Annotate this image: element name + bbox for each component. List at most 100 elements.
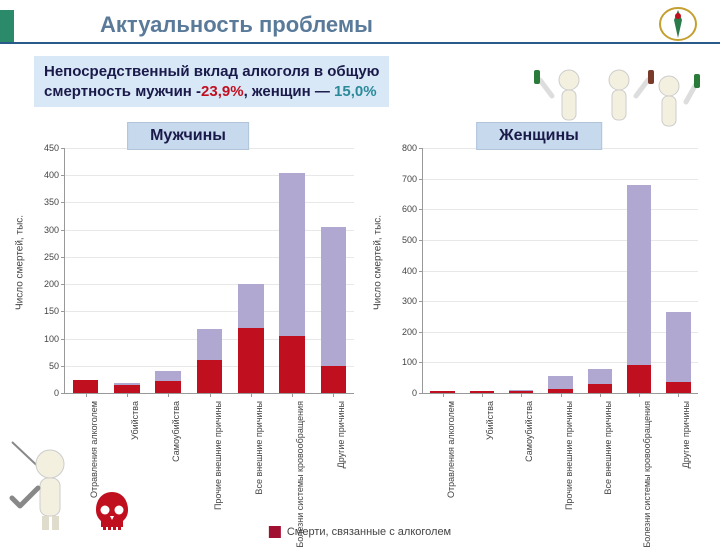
bar-group	[114, 383, 140, 393]
bar-group	[627, 185, 651, 393]
bar-group	[238, 284, 264, 393]
bar-group	[321, 227, 347, 393]
xtick	[521, 393, 522, 397]
subtitle-line1: Непосредственный вклад алкоголя в общую	[44, 63, 379, 80]
bar-group	[666, 312, 690, 393]
gridline	[423, 179, 698, 180]
ytick	[61, 202, 65, 203]
xtick	[678, 393, 679, 397]
ytick	[419, 362, 423, 363]
gridline	[65, 230, 354, 231]
xtick	[292, 393, 293, 397]
bar-group	[155, 371, 181, 393]
xtick	[210, 393, 211, 397]
ytick	[419, 301, 423, 302]
ytick-label: 0	[54, 388, 59, 398]
page-title: Актуальность проблемы	[100, 12, 373, 38]
bar-alcohol	[666, 382, 690, 393]
bar-group	[548, 376, 572, 393]
subtitle-line2a: смертность мужчин -	[44, 83, 201, 100]
ytick	[61, 393, 65, 394]
xtick	[639, 393, 640, 397]
xtick-label: Все внешние причины	[254, 401, 264, 495]
ytick-label: 0	[412, 388, 417, 398]
ytick-label: 300	[44, 225, 59, 235]
chart-label-men: Мужчины	[127, 122, 249, 150]
ytick-label: 300	[402, 296, 417, 306]
bar-group	[197, 329, 223, 393]
gridline	[423, 271, 698, 272]
men-pct: 23,9%	[201, 83, 244, 100]
bar-group	[73, 380, 99, 393]
xtick	[443, 393, 444, 397]
gridline	[423, 301, 698, 302]
ytick-label: 250	[44, 252, 59, 262]
gridline	[65, 311, 354, 312]
bar-alcohol	[627, 365, 651, 393]
xtick-label: Самоубийства	[171, 401, 181, 462]
ytick-label: 450	[44, 143, 59, 153]
xtick	[168, 393, 169, 397]
xtick-label: Убийства	[130, 401, 140, 440]
skull-icon	[90, 488, 134, 532]
gridline	[423, 240, 698, 241]
xtick	[561, 393, 562, 397]
xtick-label: Прочие внешние причины	[564, 401, 574, 510]
gridline	[65, 175, 354, 176]
bar-alcohol	[588, 384, 612, 393]
ytick	[61, 339, 65, 340]
accent-bar	[0, 10, 14, 42]
bar-alcohol	[279, 336, 305, 393]
subtitle-box: Непосредственный вклад алкоголя в общую …	[34, 56, 389, 107]
bar-total	[627, 185, 651, 393]
gridline	[65, 257, 354, 258]
ytick	[61, 366, 65, 367]
ytick	[419, 332, 423, 333]
ytick-label: 800	[402, 143, 417, 153]
xtick	[482, 393, 483, 397]
xtick-label: Болезни системы кровообращения	[642, 401, 652, 548]
ytick-label: 200	[44, 279, 59, 289]
subtitle-line2b: , женщин —	[244, 83, 334, 100]
ytick-label: 400	[44, 170, 59, 180]
xtick-label: Самоубийства	[524, 401, 534, 462]
women-pct: 15,0%	[334, 83, 377, 100]
ytick-label: 50	[49, 361, 59, 371]
ytick-label: 700	[402, 174, 417, 184]
charts-row: Мужчины Число смертей, тыс. 050100150200…	[18, 130, 702, 490]
bar-group	[279, 173, 305, 394]
xtick	[251, 393, 252, 397]
ytick	[61, 311, 65, 312]
bar-alcohol	[73, 380, 99, 393]
xtick-label: Прочие внешние причины	[213, 401, 223, 510]
bar-alcohol	[238, 328, 264, 393]
ytick	[61, 257, 65, 258]
ytick	[61, 284, 65, 285]
ytick	[419, 271, 423, 272]
chart-women: Женщины Число смертей, тыс. 010020030040…	[376, 130, 702, 490]
gridline	[423, 209, 698, 210]
xtick-label: Отравления алкоголем	[446, 401, 456, 498]
legend-swatch	[269, 526, 281, 538]
ytick-label: 200	[402, 327, 417, 337]
bar-group	[588, 369, 612, 394]
ytick	[419, 148, 423, 149]
bar-alcohol	[321, 366, 347, 393]
xtick-label: Убийства	[485, 401, 495, 440]
xtick	[600, 393, 601, 397]
ylabel-men: Число смертей, тыс.	[15, 215, 26, 310]
ytick	[419, 393, 423, 394]
ytick	[61, 148, 65, 149]
ytick-label: 150	[44, 306, 59, 316]
ytick	[61, 230, 65, 231]
ytick	[419, 179, 423, 180]
illustration-pointer-figure	[2, 434, 82, 534]
bar-alcohol	[155, 381, 181, 393]
bar-total	[666, 312, 690, 393]
ytick-label: 600	[402, 204, 417, 214]
xtick-label: Другие причины	[336, 401, 346, 468]
xtick	[333, 393, 334, 397]
gridline	[65, 202, 354, 203]
xtick	[127, 393, 128, 397]
ytick	[419, 240, 423, 241]
